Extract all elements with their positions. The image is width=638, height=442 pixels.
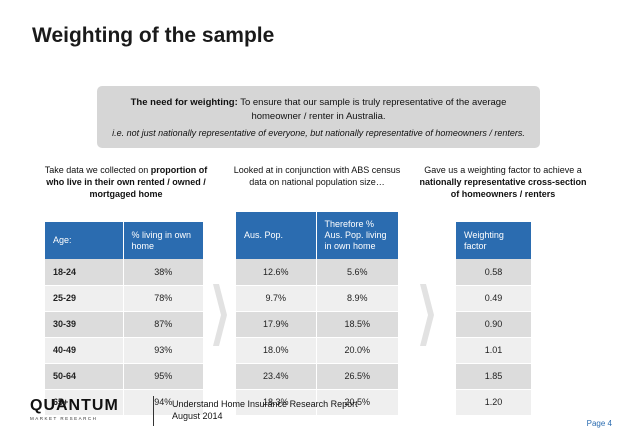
age-cell: 50-64 [45,363,124,390]
value-cell: 23.4% [236,363,317,390]
footer-text: Understand Home Insurance Research Repor… [172,398,358,422]
value-cell: 5.6% [316,259,398,286]
slide-title: Weighting of the sample [32,24,275,47]
age-cell: 25-29 [45,285,124,312]
value-cell: 26.5% [316,363,398,390]
value-cell: 95% [123,363,203,390]
table-row: 40-49 93% [45,337,203,364]
value-cell: 1.20 [456,389,531,416]
table-row: 9.7% 8.9% [236,285,398,312]
logo-subtitle: MARKET RESEARCH [30,416,98,421]
value-cell: 87% [123,311,203,338]
column-header: Weighting factor [456,222,531,259]
callout-text-1: To ensure that our sample is truly repre… [237,97,507,108]
table-row: 30-39 87% [45,311,203,338]
table-row: 0.49 [456,285,531,312]
report-date: August 2014 [172,411,223,421]
table-row: 23.4% 26.5% [236,363,398,390]
value-cell: 18.0% [236,337,317,364]
value-cell: 1.85 [456,363,531,390]
table-header-row: Weighting factor [456,222,531,259]
callout-label: The need for weighting: [130,97,238,108]
age-cell: 65+ [45,389,124,416]
value-cell: 0.90 [456,311,531,338]
value-cell: 78% [123,285,203,312]
value-cell: 18.3% [236,389,317,416]
table-row: 12.6% 5.6% [236,259,398,286]
table-row: 18.3% 20.5% [236,389,398,416]
step-3-emphasis: nationally representative cross-section … [419,177,587,199]
table-row: 1.85 [456,363,531,390]
population-table: Aus. Pop. Therefore % Aus. Pop. living i… [236,212,398,416]
company-logo: QUANTUM MARKET RESEARCH [30,397,119,421]
table-row: 50-64 95% [45,363,203,390]
column-header: Aus. Pop. [236,212,317,259]
value-cell: 20.0% [316,337,398,364]
table-row: 1.01 [456,337,531,364]
table-row: 17.9% 18.5% [236,311,398,338]
age-cell: 18-24 [45,259,124,286]
value-cell: 38% [123,259,203,286]
table-header-row: Aus. Pop. Therefore % Aus. Pop. living i… [236,212,398,259]
callout-line-2: homeowner / renter in Australia. [251,111,386,122]
table-row: 18-24 38% [45,259,203,286]
table-row: 65+ 94% [45,389,203,416]
table-row: 18.0% 20.0% [236,337,398,364]
value-cell: 17.9% [236,311,317,338]
value-cell: 20.5% [316,389,398,416]
step-3-description: Gave us a weighting factor to achieve a … [418,164,588,200]
table-header-row: Age: % living in own home [45,222,203,259]
footer-divider [153,396,154,426]
value-cell: 94% [123,389,203,416]
page-number: Page 4 [586,419,612,428]
column-header: Age: [45,222,124,259]
chevron-right-icon [213,284,227,346]
value-cell: 93% [123,337,203,364]
table-row: 0.58 [456,259,531,286]
weighting-factor-table: Weighting factor 0.58 0.49 0.90 1.01 1.8… [456,222,531,416]
age-ownership-table: Age: % living in own home 18-24 38% 25-29… [45,222,203,416]
age-cell: 40-49 [45,337,124,364]
step-3-text: Gave us a weighting factor to achieve a [424,165,582,175]
callout-line-1: The need for weighting: To ensure that o… [97,96,540,110]
weighting-callout: The need for weighting: To ensure that o… [97,86,540,148]
value-cell: 0.49 [456,285,531,312]
column-header: % living in own home [123,222,203,259]
chevron-right-icon [420,284,434,346]
value-cell: 0.58 [456,259,531,286]
table-row: 1.20 [456,389,531,416]
value-cell: 1.01 [456,337,531,364]
value-cell: 12.6% [236,259,317,286]
age-cell: 30-39 [45,311,124,338]
column-header: Therefore % Aus. Pop. living in own home [316,212,398,259]
callout-note: i.e. not just nationally representative … [112,128,525,138]
value-cell: 18.5% [316,311,398,338]
step-1-emphasis: proportion of who live in their own rent… [46,165,208,199]
table-row: 0.90 [456,311,531,338]
report-name: Understand Home Insurance Research Repor… [172,399,358,409]
logo-wordmark: QUANTUM [30,397,119,414]
step-2-description: Looked at in conjunction with ABS census… [233,165,401,187]
value-cell: 9.7% [236,285,317,312]
value-cell: 8.9% [316,285,398,312]
table-row: 25-29 78% [45,285,203,312]
step-1-description: Take data we collected on proportion of … [38,164,214,200]
step-1-text: Take data we collected on [44,165,151,175]
